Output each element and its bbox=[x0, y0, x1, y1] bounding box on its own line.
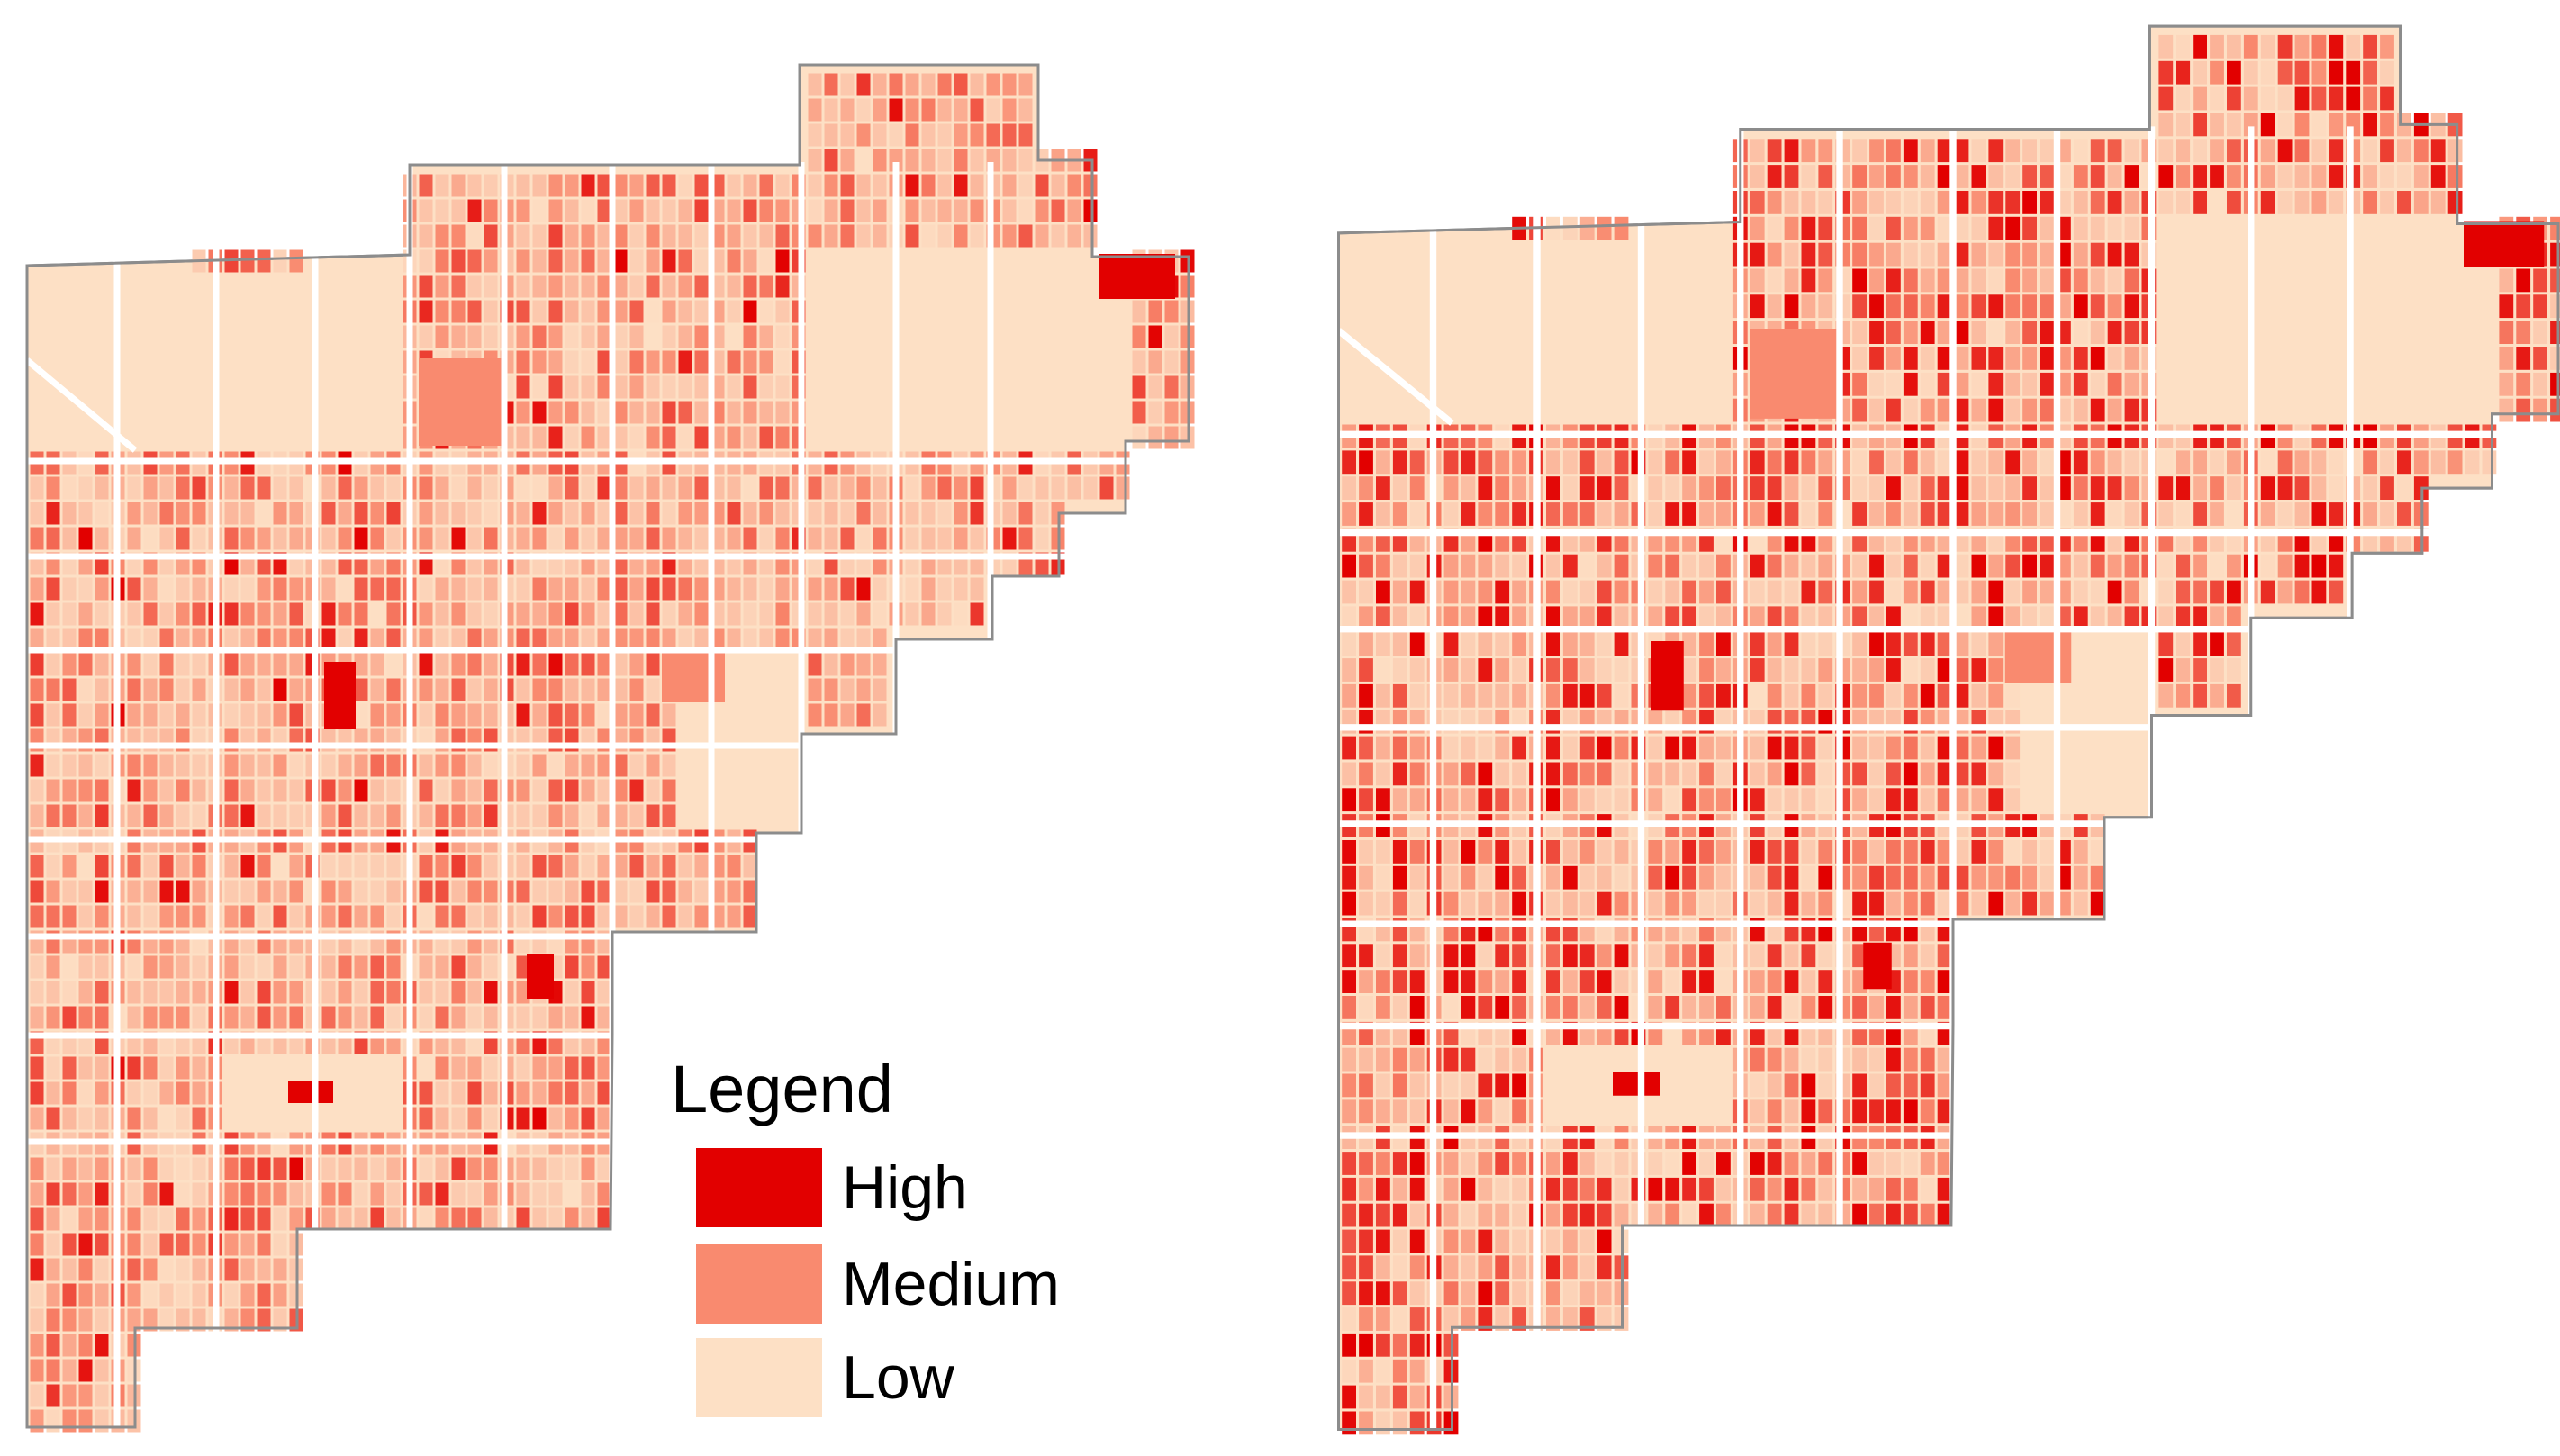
legend-swatch-high bbox=[696, 1148, 822, 1227]
legend-swatch-medium bbox=[696, 1244, 822, 1324]
large-parcel bbox=[662, 648, 725, 702]
large-parcel bbox=[1750, 328, 1840, 419]
large-parcel bbox=[1099, 254, 1175, 299]
legend-title: Legend bbox=[671, 1052, 893, 1126]
large-parcel bbox=[2004, 627, 2072, 683]
legend: Legend High Medium Low bbox=[671, 1045, 1175, 1441]
large-parcel bbox=[288, 1081, 333, 1103]
legend-label-medium: Medium bbox=[842, 1250, 1060, 1318]
large-parcel bbox=[2464, 221, 2545, 267]
large-parcel bbox=[1863, 942, 1892, 990]
legend-label-high: High bbox=[842, 1153, 968, 1222]
large-parcel bbox=[419, 358, 504, 446]
large-parcel bbox=[324, 662, 356, 729]
large-parcel bbox=[1613, 1072, 1660, 1096]
large-parcel bbox=[1651, 641, 1684, 711]
right-parcel-map bbox=[1336, 24, 2560, 1435]
legend-swatch-low bbox=[696, 1338, 822, 1417]
left-parcel-map bbox=[24, 63, 1195, 1433]
large-parcel bbox=[527, 954, 554, 999]
road-network bbox=[1336, 126, 2558, 1430]
legend-label-low: Low bbox=[842, 1343, 954, 1412]
